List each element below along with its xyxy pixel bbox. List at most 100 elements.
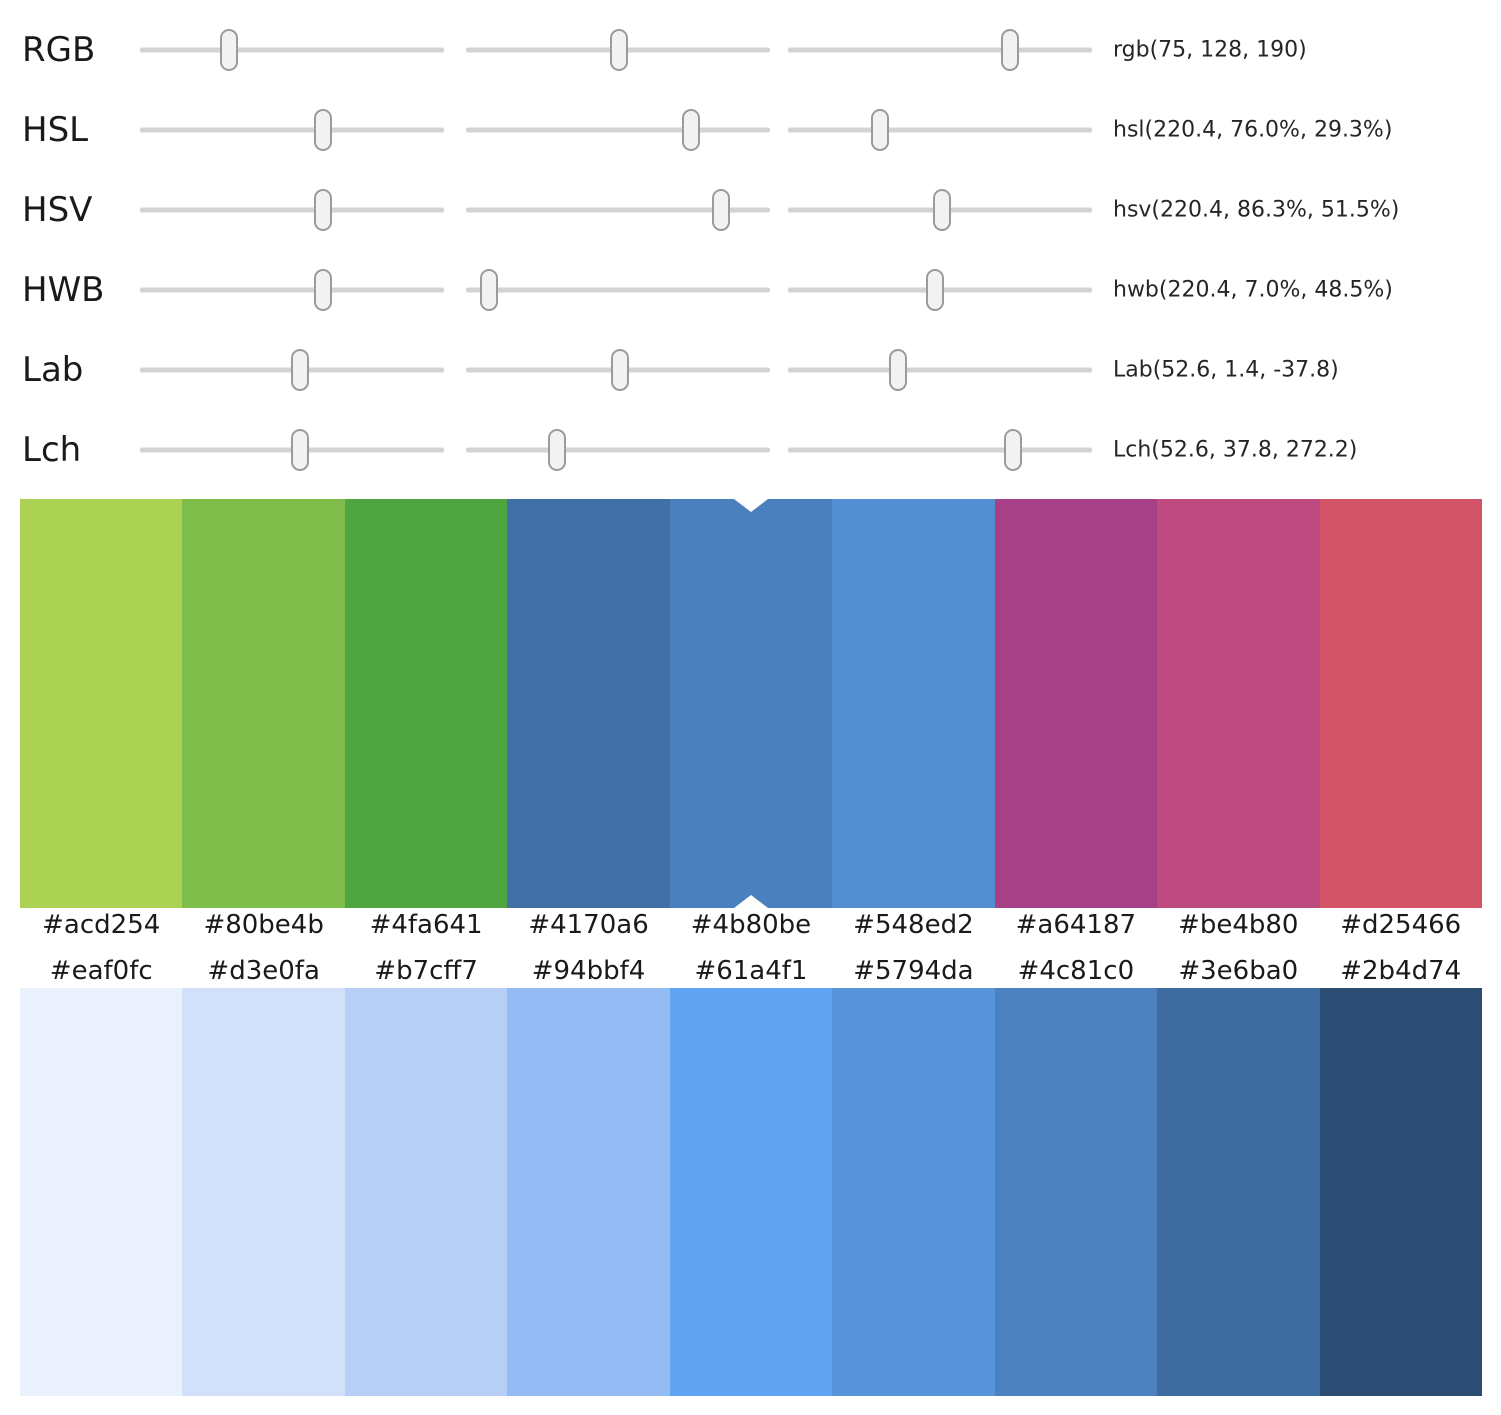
palette-swatch-94bbf4[interactable] (507, 988, 670, 1396)
slider-thumb[interactable] (290, 349, 309, 391)
slider-thumb[interactable] (314, 109, 333, 151)
slider-thumb[interactable] (681, 109, 700, 151)
slider-channel-1[interactable] (140, 10, 444, 90)
colorspace-label: HSL (22, 110, 89, 150)
palette-swatch-80be4b[interactable] (182, 499, 345, 908)
slider-thumb[interactable] (479, 269, 498, 311)
slider-row: Lch Lch(52.6, 37.8, 272.2) (0, 410, 1501, 490)
palette-swatch-a64187[interactable] (994, 499, 1158, 908)
slider-thumb[interactable] (609, 29, 628, 71)
colorspace-label: Lch (22, 430, 82, 470)
slider-track[interactable] (140, 127, 444, 133)
slider-row: HWB hwb(220.4, 7.0%, 48.5%) (0, 250, 1501, 330)
slider-thumb[interactable] (611, 349, 630, 391)
hex-labels-main: #acd254 #80be4b #4fa641 #4170a6 #4b80be … (20, 904, 1482, 946)
slider-thumb[interactable] (314, 189, 333, 231)
palette-swatch-d3e0fa[interactable] (182, 988, 345, 1396)
palette-swatch-4c81c0[interactable] (994, 988, 1158, 1396)
swatch-hex-label: #b7cff7 (374, 956, 478, 986)
slider-track[interactable] (788, 447, 1092, 453)
palette-swatch-5794da[interactable] (832, 988, 995, 1396)
palette-swatch-b7cff7[interactable] (344, 988, 508, 1396)
selected-color-notch-bottom (733, 895, 768, 908)
swatch-hex-label: #4170a6 (528, 910, 649, 940)
swatch-hex-label: #be4b80 (1178, 910, 1299, 940)
palette-swatch-548ed2[interactable] (832, 499, 995, 908)
slider-channel-1[interactable] (140, 410, 444, 490)
palette-swatch-acd254[interactable] (20, 499, 183, 908)
color-value-readout: Lab(52.6, 1.4, -37.8) (1113, 357, 1339, 383)
slider-channel-2[interactable] (466, 90, 770, 170)
slider-track[interactable] (788, 127, 1092, 133)
color-value-readout: hsv(220.4, 86.3%, 51.5%) (1113, 197, 1400, 223)
slider-thumb[interactable] (548, 429, 567, 471)
colorspace-label: Lab (22, 350, 84, 390)
slider-channel-3[interactable] (788, 330, 1092, 410)
palette-swatch-4b80be[interactable] (669, 499, 833, 908)
slider-track[interactable] (466, 207, 770, 213)
palette-swatch-d25466[interactable] (1319, 499, 1482, 908)
slider-channel-2[interactable] (466, 410, 770, 490)
slider-channel-3[interactable] (788, 10, 1092, 90)
swatch-hex-label: #d25466 (1340, 910, 1462, 940)
swatch-hex-label: #4b80be (690, 910, 812, 940)
slider-thumb[interactable] (290, 429, 309, 471)
slider-row: RGB rgb(75, 128, 190) (0, 10, 1501, 90)
colorspace-label: HSV (22, 190, 93, 230)
selected-color-notch-top (733, 499, 768, 512)
color-value-readout: hwb(220.4, 7.0%, 48.5%) (1113, 277, 1393, 303)
swatch-hex-label: #eaf0fc (49, 956, 153, 986)
slider-thumb[interactable] (888, 349, 907, 391)
slider-channel-1[interactable] (140, 330, 444, 410)
slider-track[interactable] (788, 367, 1092, 373)
color-value-readout: hsl(220.4, 76.0%, 29.3%) (1113, 117, 1393, 143)
palette-swatch-eaf0fc[interactable] (20, 988, 183, 1396)
slider-track[interactable] (788, 47, 1092, 53)
slider-row: HSL hsl(220.4, 76.0%, 29.3%) (0, 90, 1501, 170)
slider-track[interactable] (466, 447, 770, 453)
palette-swatch-3e6ba0[interactable] (1157, 988, 1320, 1396)
palette-swatch-4fa641[interactable] (344, 499, 508, 908)
slider-channel-2[interactable] (466, 170, 770, 250)
slider-thumb[interactable] (314, 269, 333, 311)
slider-channel-3[interactable] (788, 250, 1092, 330)
swatch-hex-label: #5794da (853, 956, 974, 986)
palette-main (20, 499, 1482, 908)
colorspace-label: HWB (22, 270, 105, 310)
slider-track[interactable] (140, 207, 444, 213)
slider-track[interactable] (140, 287, 444, 293)
slider-thumb[interactable] (870, 109, 889, 151)
slider-thumb[interactable] (220, 29, 239, 71)
palette-swatch-be4b80[interactable] (1157, 499, 1320, 908)
slider-track[interactable] (466, 127, 770, 133)
slider-row: Lab Lab(52.6, 1.4, -37.8) (0, 330, 1501, 410)
slider-channel-1[interactable] (140, 250, 444, 330)
palette-swatch-2b4d74[interactable] (1319, 988, 1482, 1396)
slider-channel-2[interactable] (466, 10, 770, 90)
slider-channel-3[interactable] (788, 410, 1092, 490)
slider-channel-1[interactable] (140, 170, 444, 250)
slider-thumb[interactable] (712, 189, 731, 231)
hex-labels-shades: #eaf0fc #d3e0fa #b7cff7 #94bbf4 #61a4f1 … (20, 950, 1482, 992)
slider-track[interactable] (466, 287, 770, 293)
palette-swatch-4170a6[interactable] (507, 499, 670, 908)
slider-channel-2[interactable] (466, 250, 770, 330)
colorspace-label: RGB (22, 30, 96, 70)
color-value-readout: Lch(52.6, 37.8, 272.2) (1113, 437, 1358, 463)
slider-channel-2[interactable] (466, 330, 770, 410)
slider-thumb[interactable] (926, 269, 945, 311)
slider-thumb[interactable] (933, 189, 952, 231)
slider-thumb[interactable] (1000, 29, 1019, 71)
color-value-readout: rgb(75, 128, 190) (1113, 37, 1307, 63)
swatch-hex-label: #2b4d74 (1340, 956, 1462, 986)
slider-thumb[interactable] (1004, 429, 1023, 471)
slider-channel-1[interactable] (140, 90, 444, 170)
slider-track[interactable] (140, 47, 444, 53)
slider-row: HSV hsv(220.4, 86.3%, 51.5%) (0, 170, 1501, 250)
swatch-hex-label: #548ed2 (853, 910, 974, 940)
slider-channel-3[interactable] (788, 90, 1092, 170)
slider-channel-3[interactable] (788, 170, 1092, 250)
palette-swatch-61a4f1[interactable] (669, 988, 833, 1396)
palette-shades (20, 988, 1482, 1396)
